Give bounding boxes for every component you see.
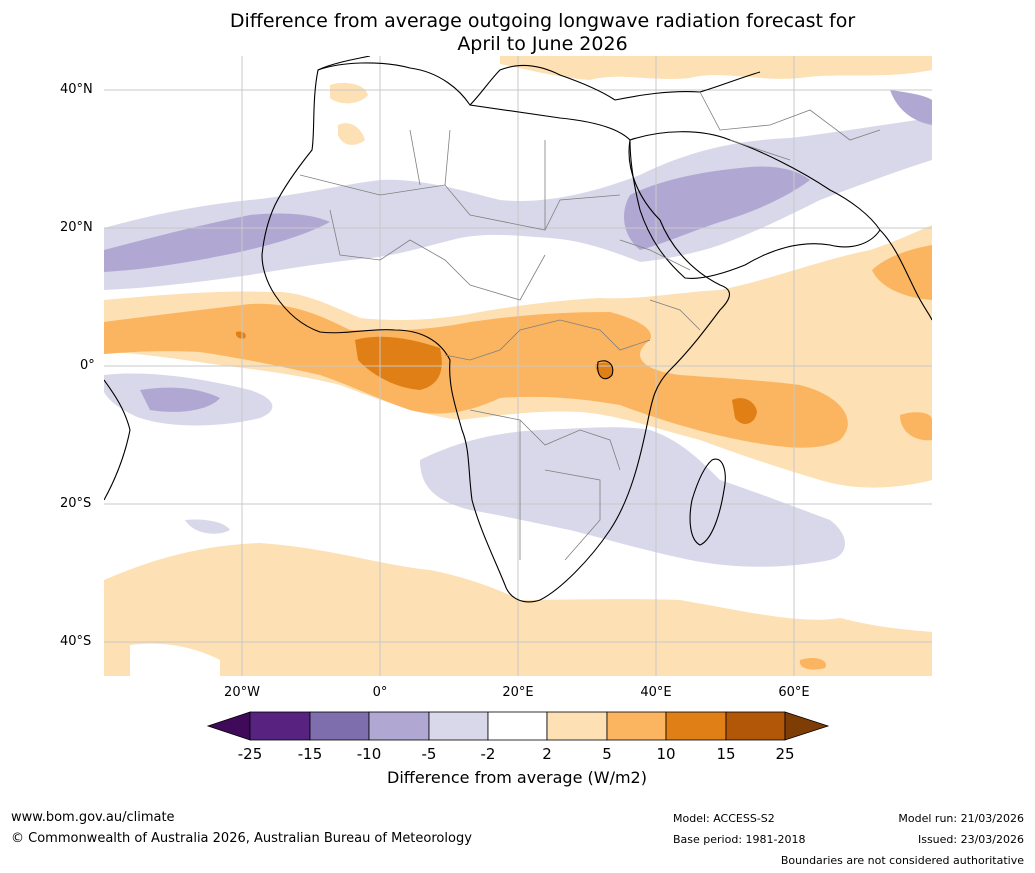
website-link[interactable]: www.bom.gov.au/climate [11,810,175,825]
anomaly-region [624,166,810,250]
anomaly-region [799,657,826,670]
europe-coastline [317,56,761,106]
colorbar-segment [665,711,727,741]
anomaly-region [500,56,932,80]
lon-label: 60°E [778,685,810,700]
lat-label: 40°N [60,82,93,97]
colorbar-tick-label: -25 [237,745,263,763]
anomaly-region [235,331,246,339]
country-border [469,409,621,561]
country-border [329,209,546,301]
chart-title: Difference from average outgoing longwav… [0,10,1035,56]
colorbar-segment [487,711,548,741]
issued-date: Issued: 23/03/2026 [917,833,1024,846]
title-line-2: April to June 2026 [457,33,628,55]
graticule [104,56,932,676]
colorbar-tick-label: 25 [775,745,795,763]
lon-label: 20°E [502,685,534,700]
colorbar-segment [309,711,370,741]
model-name: Model: ACCESS-S2 [673,812,775,825]
colorbar-tick-label: -15 [297,745,323,763]
anomaly-region [104,303,848,448]
colorbar-tick-label: -5 [421,745,437,763]
lat-label: 40°S [60,634,92,649]
colorbar-tick-label: -2 [480,745,496,763]
colorbar [206,711,830,741]
anomaly-region [420,427,845,567]
colorbar-segment [546,711,608,741]
india-coastline [879,229,932,321]
anomaly-region [890,90,932,125]
colorbar-segment [725,711,786,741]
anomaly-region [130,643,220,676]
lat-label: 20°N [60,220,93,235]
anomaly-region [732,398,757,424]
base-period: Base period: 1981-2018 [673,833,806,846]
americas-coastline [104,379,131,501]
colorbar-segment [428,711,489,741]
boundary-disclaimer: Boundaries are not considered authoritat… [780,854,1024,867]
title-line-1: Difference from average outgoing longwav… [229,10,856,32]
country-border [619,239,701,331]
colorbar-segment [368,711,430,741]
lon-label: 0° [372,685,388,700]
lon-label: 40°E [640,685,672,700]
colorbar-tick-label: 2 [542,745,552,763]
copyright-text: © Commonwealth of Australia 2026, Austra… [11,831,472,846]
anomaly-region [338,123,365,145]
country-border [299,174,621,231]
colorbar-segment [606,711,667,741]
anomaly-region [505,353,569,393]
colorbar-title: Difference from average (W/m2) [387,768,647,787]
anomaly-region [900,412,932,441]
lat-label: 0° [80,358,95,373]
country-border [699,91,881,161]
anomaly-region [140,387,220,412]
madagascar-coastline [689,458,726,546]
colorbar-segment [249,711,311,741]
lake-victoria-outline [597,360,614,380]
anomaly-region [330,82,368,104]
colorbar-tick-label: -10 [356,745,382,763]
lon-label: 20°W [224,685,260,700]
anomaly-region [185,519,230,534]
anomaly-region [872,245,932,300]
colorbar-extend-high [784,711,830,741]
model-run-date: Model run: 21/03/2026 [898,812,1024,825]
country-border [444,319,651,361]
colorbar-tick-label: 15 [716,745,736,763]
africa-coastline [261,62,730,603]
lat-label: 20°S [60,496,92,511]
colorbar-extend-low [206,711,251,741]
colorbar-tick-label: 10 [656,745,676,763]
anomaly-region [355,336,442,390]
country-border [409,129,546,230]
country-borders [299,91,881,561]
colorbar-tick-label: 5 [602,745,612,763]
anomaly-fields [104,56,932,676]
